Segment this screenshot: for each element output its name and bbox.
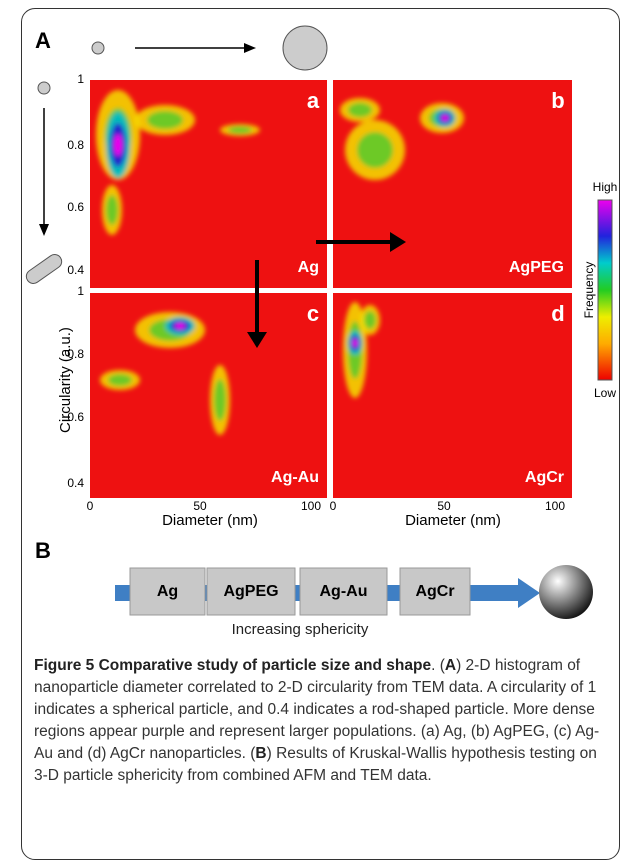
colorbar-label: Frequency (582, 262, 596, 319)
density-blob (228, 126, 252, 133)
colorbar-high: High (593, 180, 618, 194)
sphere (539, 565, 593, 619)
panel-letter: b (551, 88, 564, 113)
density-blob (108, 374, 132, 386)
sample-label: AgPEG (509, 259, 564, 276)
step-label: Ag (157, 583, 178, 600)
y-axis-label: Circularity (a.u.) (57, 327, 74, 433)
small-circle (92, 42, 104, 54)
steps-caption: Increasing sphericity (232, 621, 369, 638)
y-tick-label: 0.4 (67, 476, 84, 490)
x-axis-label: Diameter (nm) (405, 512, 501, 529)
caption-run: A (445, 657, 456, 674)
density-blob (214, 379, 226, 421)
sample-label: AgCr (525, 469, 564, 486)
colorbar (598, 200, 612, 380)
x-axis-label: Diameter (nm) (162, 512, 258, 529)
density-blob (357, 132, 393, 168)
rod (24, 252, 65, 286)
x-tick-label: 100 (545, 499, 565, 513)
figure: A aAgbAgPEGcAg-AudAgCr10.80.60.410.80.60… (0, 0, 629, 650)
panel-letter: a (307, 88, 320, 113)
step-label: AgCr (415, 583, 454, 600)
sample-label: Ag-Au (271, 469, 319, 486)
caption-run: . ( (431, 657, 445, 674)
density-blob (353, 339, 358, 347)
density-blob (106, 195, 118, 225)
density-blob (442, 115, 449, 121)
heatmaps: aAgbAgPEGcAg-AudAgCr10.80.60.410.80.60.4… (67, 72, 572, 513)
big-circle (283, 26, 327, 70)
step-label: Ag-Au (320, 583, 368, 600)
page: A aAgbAgPEGcAg-AudAgCr10.80.60.410.80.60… (0, 0, 629, 866)
density-blob (348, 103, 372, 117)
steps: Ag AgPEG Ag-Au AgCr (130, 568, 470, 615)
caption-run: B (255, 745, 266, 762)
density-blob (147, 111, 183, 129)
density-blob (175, 323, 185, 329)
caption-run: Figure 5 Comparative study of particle s… (34, 657, 431, 674)
colorbar-low: Low (594, 386, 616, 400)
sample-label: Ag (298, 259, 319, 276)
caption: Figure 5 Comparative study of particle s… (34, 655, 609, 787)
panel-letter: c (307, 301, 319, 326)
y-tick-label: 0.6 (67, 200, 84, 214)
arrow-head (39, 224, 49, 236)
panel-label: B (35, 538, 51, 563)
density-blob (114, 134, 122, 156)
panel-label: A (35, 28, 51, 53)
density-blob (364, 311, 376, 329)
heatmap (90, 293, 327, 498)
y-tick-label: 1 (77, 72, 84, 86)
y-tick-label: 1 (77, 284, 84, 298)
panel-letter: d (551, 301, 564, 326)
x-tick-label: 0 (330, 499, 337, 513)
y-tick-label: 0.4 (67, 263, 84, 277)
x-tick-label: 0 (87, 499, 94, 513)
y-tick-label: 0.8 (67, 138, 84, 152)
step-label: AgPEG (223, 583, 278, 600)
small-circle (38, 82, 50, 94)
sequence-arrowhead (518, 578, 540, 608)
x-tick-label: 100 (301, 499, 321, 513)
arrow-head (244, 43, 256, 53)
